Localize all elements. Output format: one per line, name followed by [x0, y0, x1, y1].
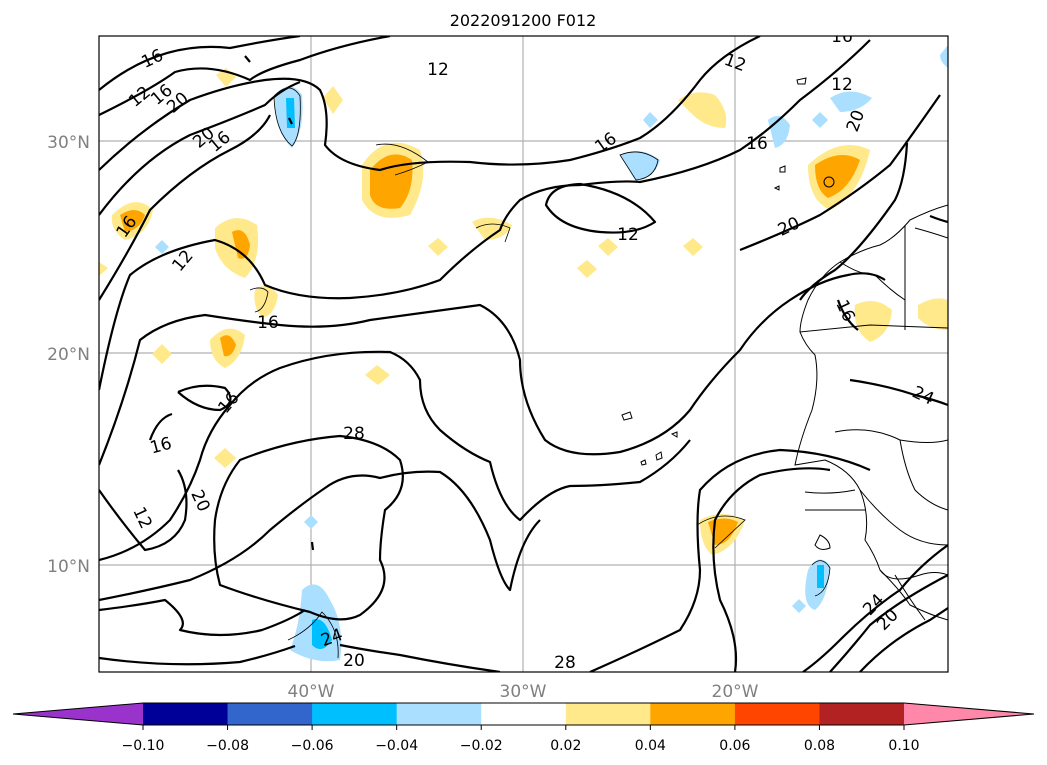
colorbar-cell: [143, 703, 229, 725]
lat-label: 20°N: [47, 345, 90, 365]
contour-label: 12: [427, 60, 449, 80]
colorbar-cell: [565, 703, 651, 725]
colorbar: −0.10 −0.08 −0.06 −0.04 −0.02 0.02 0.04 0.06 0.0…: [12, 702, 1035, 754]
map-title: 2022091200 F012: [450, 11, 597, 30]
colorbar-cell: [396, 703, 482, 725]
contour-label: 16: [746, 134, 768, 154]
contour-label: 12: [617, 225, 639, 245]
lon-label: 30°W: [500, 682, 547, 702]
colorbar-cell: [227, 703, 313, 725]
lat-label: 10°N: [47, 557, 90, 577]
contour-label: 16: [257, 313, 279, 333]
contour-lines: [99, 36, 948, 672]
contour-label: 28: [554, 653, 576, 673]
lat-label: 30°N: [47, 133, 90, 153]
colorbar-tick-label: 0.04: [635, 738, 666, 754]
islands: [621, 77, 835, 466]
colorbar-tick-label: 0.02: [550, 738, 581, 754]
colorbar-cell: [819, 703, 905, 725]
shading-positive: [99, 68, 948, 555]
colorbar-tick-label: 0.06: [719, 738, 750, 754]
colorbar-cell: [312, 703, 398, 725]
map-frame: [98, 35, 949, 673]
lon-label: 40°W: [288, 682, 335, 702]
colorbar-cell: [734, 703, 820, 725]
colorbar-tick-label: 0.08: [804, 738, 835, 754]
colorbar-cell: [650, 703, 736, 725]
colorbar-tick-label: −0.02: [460, 738, 503, 754]
contour-label: 20: [343, 651, 365, 671]
contour-label: 28: [343, 424, 365, 444]
contour-label: 16: [831, 27, 853, 47]
colorbar-tick-label: 0.10: [888, 738, 919, 754]
colorbar-tick-label: −0.10: [122, 738, 165, 754]
colorbar-tick-label: −0.06: [291, 738, 334, 754]
lon-label: 20°W: [712, 682, 759, 702]
contour-label: 12: [831, 75, 853, 95]
map-area: 16 12 16 20 12 16 20 16 12 16 12 20 16 1…: [99, 27, 948, 673]
colorbar-cell: [481, 703, 567, 725]
colorbar-tick-label: −0.08: [206, 738, 249, 754]
colorbar-extend-low: [13, 703, 143, 725]
coastlines: [794, 204, 948, 621]
colorbar-extend-high: [904, 703, 1034, 725]
colorbar-tick-label: −0.04: [375, 738, 418, 754]
lon-axis-labels: 40°W 30°W 20°W: [288, 682, 759, 702]
lat-axis-labels: 30°N 20°N 10°N: [47, 133, 90, 577]
